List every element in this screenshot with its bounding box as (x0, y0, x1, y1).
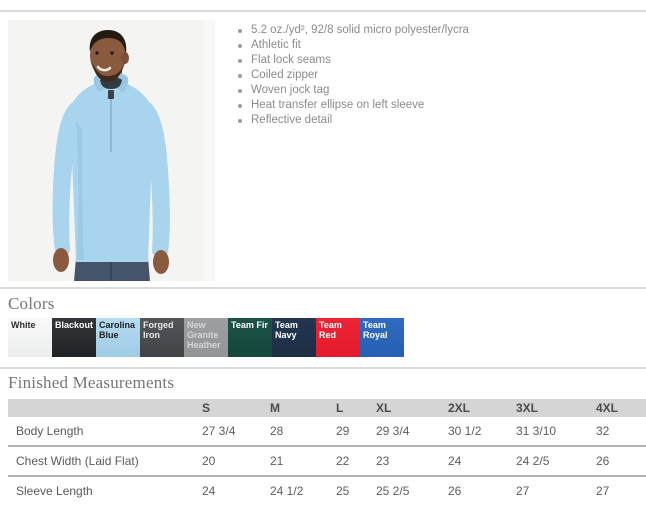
measurement-value: 25 (336, 476, 376, 505)
measurement-value: 28 (270, 417, 336, 447)
size-column-header: 4XL (596, 399, 646, 417)
measurement-value: 29 (336, 417, 376, 447)
size-column-header: L (336, 399, 376, 417)
colors-heading: Colors (8, 294, 55, 313)
color-swatch-forged-iron[interactable]: Forged Iron (140, 318, 184, 357)
measurement-value: 24 (202, 476, 270, 505)
color-swatch-carolina-blue[interactable]: Carolina Blue (96, 318, 140, 357)
measurement-row: Sleeve Length 24 24 1/2 25 25 2/5 26 27 27 (8, 476, 646, 505)
measurement-value: 29 3/4 (376, 417, 448, 447)
measurements-heading: Finished Measurements (8, 373, 175, 392)
measurement-value: 24 2/5 (516, 446, 596, 477)
measurement-value: 26 (448, 476, 516, 505)
measurement-row: Chest Width (Laid Flat) 20 21 22 23 24 24 2/5 2… (8, 446, 646, 477)
size-column-header: XL (376, 399, 448, 417)
feature-item: 5.2 oz./yd², 92/8 solid micro polyester/… (238, 23, 641, 38)
feature-item: Reflective detail (238, 113, 641, 128)
color-swatch-new-granite-heather[interactable]: New Granite Heather (184, 318, 228, 357)
size-column-header: 3XL (516, 399, 596, 417)
measurement-value: 22 (336, 446, 376, 477)
feature-item: Flat lock seams (238, 53, 641, 68)
measurement-value: 23 (376, 446, 448, 477)
measurements-header-row: S M L XL 2XL 3XL 4XL (8, 399, 646, 417)
measurement-value: 24 1/2 (270, 476, 336, 505)
measurement-row: Body Length 27 3/4 28 29 29 3/4 30 1/2 31 3/10… (8, 417, 646, 447)
measurement-value: 25 2/5 (376, 476, 448, 505)
measurement-row-label: Body Length (8, 417, 202, 447)
measurement-value: 27 (596, 476, 646, 505)
color-swatch-blackout[interactable]: Blackout (52, 318, 96, 357)
color-swatch-team-red[interactable]: Team Red (316, 318, 360, 357)
measurement-value: 31 3/10 (516, 417, 596, 447)
feature-item: Woven jock tag (238, 83, 641, 98)
measurement-value: 21 (270, 446, 336, 477)
divider (0, 287, 646, 289)
product-photo (8, 20, 215, 281)
measurement-value: 20 (202, 446, 270, 477)
measurement-value: 24 (448, 446, 516, 477)
size-column-header: 2XL (448, 399, 516, 417)
measurement-value: 30 1/2 (448, 417, 516, 447)
color-swatch-white[interactable]: White (8, 318, 52, 357)
measurement-value: 27 (516, 476, 596, 505)
measurement-value: 32 (596, 417, 646, 447)
feature-item: Athletic fit (238, 38, 641, 53)
measurement-value: 26 (596, 446, 646, 477)
feature-list: 5.2 oz./yd², 92/8 solid micro polyester/… (238, 23, 641, 128)
size-column-header: S (202, 399, 270, 417)
color-swatch-row: White Blackout Carolina Blue Forged Iron New… (8, 318, 404, 357)
size-column-spacer (8, 399, 202, 417)
color-swatch-team-fir[interactable]: Team Fir (228, 318, 272, 357)
measurements-table: S M L XL 2XL 3XL 4XL Body Length 27 3/4 28 29 29 3… (8, 399, 646, 505)
model-illustration (8, 20, 215, 281)
divider (0, 10, 646, 12)
color-swatch-team-navy[interactable]: Team Navy (272, 318, 316, 357)
divider (0, 367, 646, 369)
measurement-value: 27 3/4 (202, 417, 270, 447)
measurement-row-label: Chest Width (Laid Flat) (8, 446, 202, 477)
measurement-row-label: Sleeve Length (8, 476, 202, 505)
feature-item: Heat transfer ellipse on left sleeve (238, 98, 641, 113)
feature-item: Coiled zipper (238, 68, 641, 83)
color-swatch-team-royal[interactable]: Team Royal (360, 318, 404, 357)
size-column-header: M (270, 399, 336, 417)
